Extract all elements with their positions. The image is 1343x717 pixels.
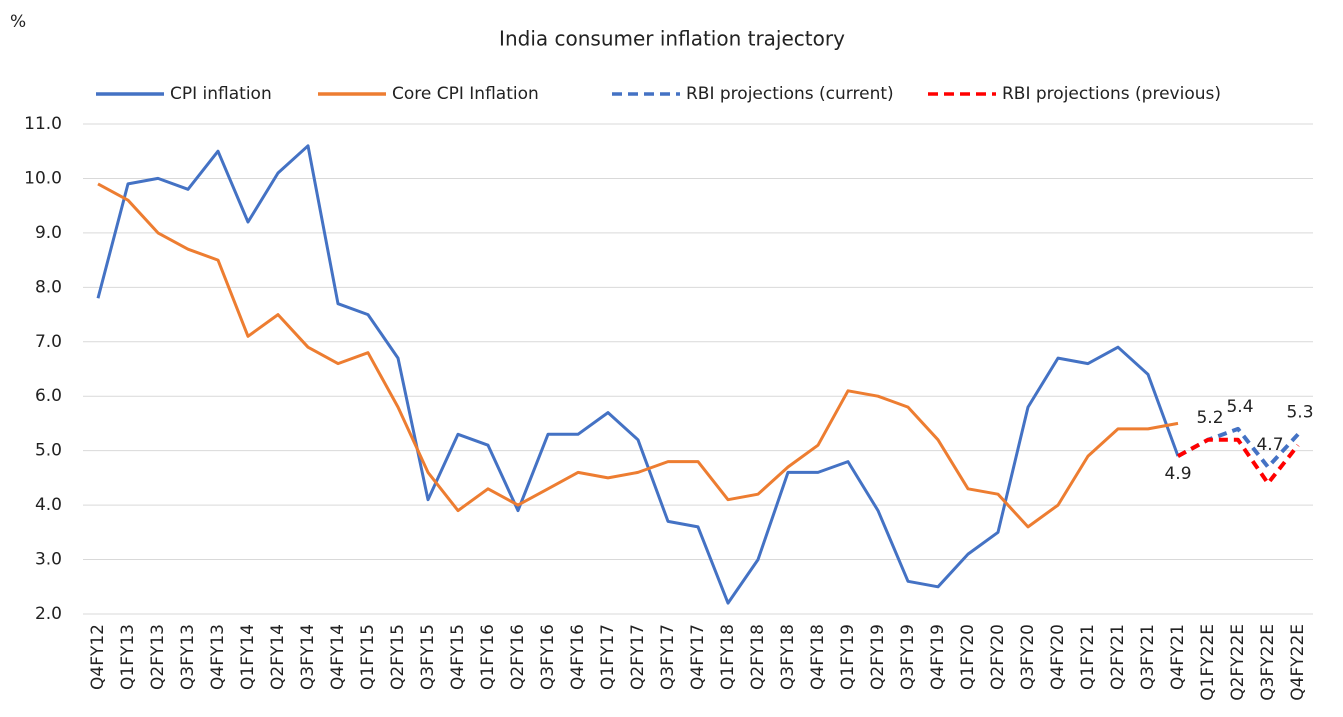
data-label: 4.9 (1164, 464, 1191, 484)
y-tick-label: 11.0 (24, 114, 62, 134)
series-line (96, 144, 1180, 605)
x-tick-label: Q3FY17 (658, 624, 678, 690)
x-tick-label: Q1FY13 (118, 624, 138, 690)
y-tick-label: 5.0 (35, 441, 62, 461)
y-tick-label: 2.0 (35, 604, 62, 624)
x-tick-label: Q4FY17 (688, 624, 708, 690)
x-tick-label: Q3FY20 (1018, 624, 1038, 690)
x-tick-label: Q1FY19 (838, 624, 858, 690)
x-tick-label: Q2FY21 (1108, 624, 1128, 690)
y-tick-label: 8.0 (35, 277, 62, 297)
x-tick-label: Q4FY16 (568, 624, 588, 690)
x-tick-label: Q2FY14 (268, 624, 288, 690)
legend-label: RBI projections (previous) (1002, 84, 1221, 104)
x-tick-label: Q3FY15 (418, 624, 438, 690)
series-line (97, 182, 1179, 529)
x-tick-label: Q4FY18 (808, 624, 828, 690)
x-tick-label: Q4FY21 (1168, 624, 1188, 690)
series-line (1177, 437, 1300, 486)
data-label: 4.7 (1256, 435, 1283, 455)
x-tick-label: Q2FY19 (868, 624, 888, 690)
x-tick-label: Q3FY16 (538, 624, 558, 690)
x-tick-label: Q3FY14 (298, 624, 318, 690)
y-tick-label: 10.0 (24, 168, 62, 188)
x-tick-label: Q1FY22E (1198, 624, 1218, 701)
x-tick-label: Q1FY17 (598, 624, 618, 690)
x-tick-label: Q4FY20 (1048, 624, 1068, 690)
x-tick-label: Q3FY18 (778, 624, 798, 690)
x-tick-label: Q2FY15 (388, 624, 408, 690)
x-tick-label: Q1FY18 (718, 624, 738, 690)
legend-label: CPI inflation (170, 84, 272, 104)
x-tick-label: Q4FY14 (328, 624, 348, 690)
data-label: 5.3 (1286, 402, 1313, 422)
x-tick-label: Q1FY20 (958, 624, 978, 690)
x-tick-label: Q3FY19 (898, 624, 918, 690)
x-tick-label: Q2FY13 (148, 624, 168, 690)
data-label: 5.4 (1226, 397, 1253, 417)
x-tick-label: Q1FY14 (238, 624, 258, 690)
x-tick-label: Q4FY19 (928, 624, 948, 690)
x-tick-label: Q2FY17 (628, 624, 648, 690)
x-tick-label: Q2FY20 (988, 624, 1008, 690)
x-tick-label: Q4FY12 (88, 624, 108, 690)
x-tick-label: Q1FY16 (478, 624, 498, 690)
x-tick-label: Q4FY13 (208, 624, 228, 690)
x-tick-label: Q1FY15 (358, 624, 378, 690)
x-tick-label: Q3FY22E (1258, 624, 1278, 701)
x-tick-label: Q4FY15 (448, 624, 468, 690)
data-label: 5.2 (1196, 408, 1223, 428)
x-tick-label: Q4FY22E (1288, 624, 1308, 701)
y-tick-label: 3.0 (35, 550, 62, 570)
x-tick-label: Q3FY13 (178, 624, 198, 690)
chart-title: India consumer inflation trajectory (499, 27, 845, 51)
x-tick-label: Q2FY18 (748, 624, 768, 690)
y-axis-label: % (10, 12, 26, 32)
legend-label: RBI projections (current) (686, 84, 894, 104)
legend-label: Core CPI Inflation (392, 84, 539, 104)
x-tick-label: Q3FY21 (1138, 624, 1158, 690)
x-tick-label: Q2FY22E (1228, 624, 1248, 701)
y-tick-label: 7.0 (35, 332, 62, 352)
x-tick-label: Q1FY21 (1078, 624, 1098, 690)
y-tick-label: 4.0 (35, 495, 62, 515)
y-tick-label: 6.0 (35, 386, 62, 406)
x-tick-label: Q2FY16 (508, 624, 528, 690)
y-tick-label: 9.0 (35, 223, 62, 243)
